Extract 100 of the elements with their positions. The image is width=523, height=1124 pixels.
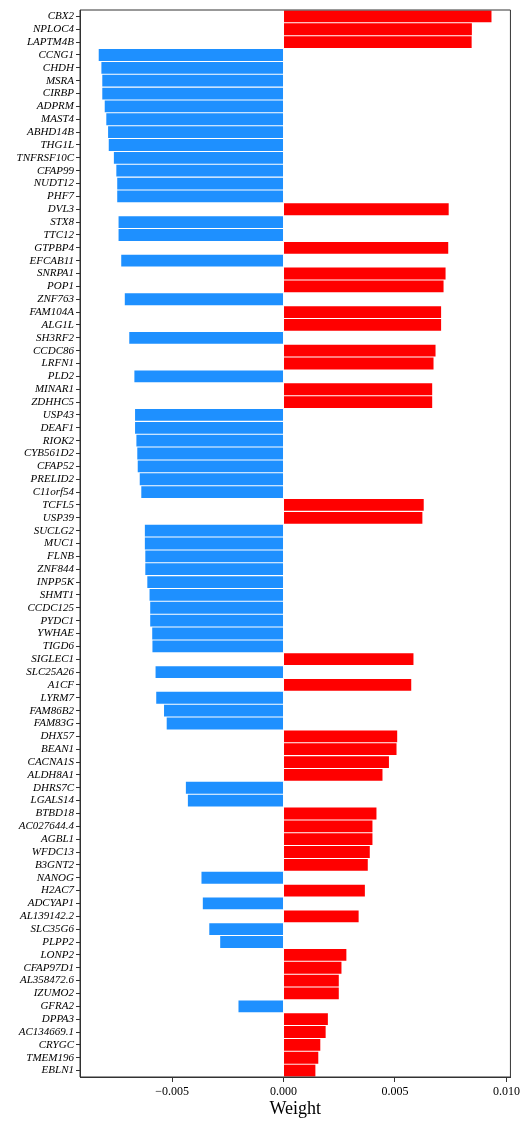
bar [134,370,284,383]
y-tick-label: AL358472.6 [18,973,75,986]
y-tick-label: EBLN1 [40,1063,74,1076]
y-tick-label: FAM86B2 [28,703,75,716]
y-tick-label: AL139142.2 [18,909,75,922]
y-tick-label: NPLOC4 [32,22,75,35]
y-tick-label: AGBL1 [40,832,74,845]
y-tick-label: LONP2 [39,947,75,960]
y-tick-label: CBX2 [47,9,75,22]
bar [284,241,449,254]
y-tick-label: ZNF763 [37,292,75,305]
y-tick-label: BTBD18 [35,806,75,819]
y-tick-label: TIGD6 [42,639,75,652]
y-tick-label: ZDHHC5 [31,394,75,407]
y-tick-label: SLC25A26 [26,664,75,677]
bar [121,254,284,267]
bar [201,871,284,884]
y-tick-label: PRELID2 [29,472,75,485]
y-tick-label: FAM83G [32,716,75,729]
y-tick-label: CFAP99 [36,163,75,176]
bar [155,666,284,678]
y-tick-label: NANOG [35,870,75,883]
y-tick-label: AC027644.4 [17,819,75,832]
y-tick-label: INPP5K [35,574,75,587]
y-tick-label: RIOK2 [41,433,75,446]
y-tick-label: TNFRSF10C [16,150,75,163]
y-tick-label: USP39 [42,510,75,523]
y-tick-label: POP1 [46,279,74,292]
y-tick-label: PHF7 [46,189,75,202]
y-tick-label: PYDC1 [39,613,74,626]
y-tick-label: GFRA2 [40,999,75,1012]
y-tick-label: TTC12 [43,227,75,240]
y-tick-label: PLPP2 [41,934,75,947]
y-tick-label: CCDC125 [27,600,75,613]
bar [284,910,359,923]
y-tick-label: AC134669.1 [17,1024,74,1037]
y-tick-label: SUCLG2 [33,523,75,536]
y-tick-label: BEAN1 [41,742,74,755]
y-tick-label: WFDC13 [31,844,75,857]
y-tick-label: LAPTM4B [25,35,75,48]
y-tick-label: ALDH8A1 [26,767,74,780]
y-tick-label: DVL3 [46,202,75,215]
x-tick-label: 0.000 [270,1084,298,1099]
y-tick-label: DPPA3 [40,1012,75,1025]
y-tick-label: C11orf54 [32,484,75,497]
y-tick-label: DHRS7C [32,780,75,793]
y-tick-label: MINAR1 [33,382,74,395]
bar [284,679,412,691]
y-tick-label: USP43 [42,407,75,420]
y-tick-label: LGALS14 [29,793,75,806]
y-tick-label: YWHAE [37,626,75,639]
y-tick-label: GTPBP4 [34,240,75,253]
y-tick-label: SIGLEC1 [31,652,74,665]
bar [284,653,414,666]
y-tick-label: A1CF [46,677,75,690]
bar [129,331,284,344]
y-tick-label: THG1L [40,137,74,150]
y-tick-label: EFCAB11 [28,253,74,266]
y-tick-label: CCNG1 [38,47,74,60]
y-tick-label: STX8 [50,215,75,228]
y-tick-label: LYRM7 [39,690,75,703]
x-tick-label: 0.010 [492,1084,520,1099]
x-axis-title: Weight [269,1097,321,1118]
bar [238,1000,284,1013]
y-tick-label: CYB561D2 [23,446,75,459]
x-tick-label: −0.005 [155,1084,189,1099]
y-tick-label: DEAF1 [39,420,74,433]
y-tick-label: MSRA [44,73,75,86]
y-tick-label: TMEM196 [26,1050,75,1063]
y-tick-label: NUDT12 [32,176,75,189]
y-tick-label: LRFN1 [40,356,74,369]
x-tick-label: 0.005 [381,1084,409,1099]
y-tick-label: SH3RF2 [36,330,75,343]
bar [124,293,284,306]
y-tick-label: TCFL5 [42,497,75,510]
y-tick-label: PLD2 [46,369,75,382]
bar [284,987,339,1000]
y-tick-label: B3GNT2 [34,857,75,870]
y-tick-label: ABHD14B [25,125,75,138]
y-tick-label: DHX57 [39,729,75,742]
y-tick-label: CFAP52 [36,459,75,472]
y-tick-label: CACNA1S [27,754,75,767]
y-tick-label: CFAP97D1 [23,960,74,973]
y-tick-label: ZNF844 [37,562,75,575]
y-tick-label: CIRBP [42,86,75,99]
bar [202,897,284,910]
y-tick-label: H2AC7 [40,883,75,896]
y-tick-label: ADPRM [35,99,75,112]
y-tick-label: ADCYAP1 [26,896,74,909]
y-tick-label: IZUMO2 [32,986,75,999]
y-tick-label: SLC35G6 [30,922,75,935]
y-tick-label: ALG1L [40,317,74,330]
y-tick-label: CRYGC [38,1037,75,1050]
y-tick-label: SNRPA1 [36,266,74,279]
y-tick-label: MUC1 [43,536,74,549]
bar [284,203,449,216]
y-tick-label: CCDC86 [33,343,75,356]
y-tick-label: SHMT1 [39,587,74,600]
y-tick-label: CHDH [42,60,76,73]
bar [284,884,365,897]
